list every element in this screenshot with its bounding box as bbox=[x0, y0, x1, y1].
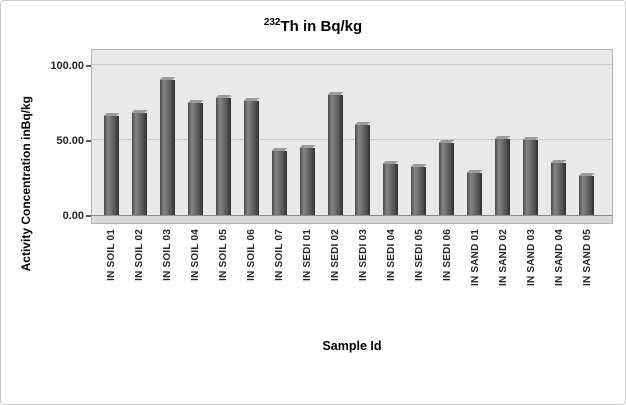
x-label-slot: IN SEDI 04 bbox=[377, 229, 405, 331]
x-category-label: IN SOIL 04 bbox=[189, 229, 201, 281]
x-label-slot: IN SOIL 05 bbox=[209, 229, 237, 331]
bar-slot bbox=[516, 140, 544, 215]
bar bbox=[160, 80, 176, 215]
x-label-slot: IN SOIL 01 bbox=[97, 229, 125, 331]
bar bbox=[243, 101, 259, 215]
plot-stack: IN SOIL 01 IN SOIL 02 IN SOIL 03 IN SOIL 04… bbox=[91, 49, 613, 353]
bar-slot bbox=[98, 116, 126, 215]
bar bbox=[550, 162, 566, 215]
x-label-slot: IN SAND 02 bbox=[489, 229, 517, 331]
x-category-label: IN SOIL 05 bbox=[217, 229, 229, 281]
bars-row bbox=[98, 50, 600, 215]
gridline-100 bbox=[92, 64, 612, 65]
bar-slot bbox=[488, 138, 516, 215]
x-label-slot: IN SOIL 04 bbox=[181, 229, 209, 331]
y-tick-mark bbox=[86, 215, 91, 217]
x-category-label: IN SEDI 05 bbox=[413, 229, 425, 282]
y-tick-label: 50.00 bbox=[56, 135, 84, 147]
x-category-label: IN SOIL 03 bbox=[161, 229, 173, 281]
x-label-slot: IN SOIL 03 bbox=[153, 229, 181, 331]
x-category-label: IN SAND 05 bbox=[581, 229, 593, 287]
bar bbox=[216, 98, 231, 215]
x-category-label: IN SEDI 03 bbox=[357, 229, 369, 282]
y-tick-mark bbox=[86, 140, 91, 142]
x-category-label: IN SOIL 02 bbox=[133, 229, 145, 281]
bar-slot bbox=[154, 80, 182, 215]
x-category-label: IN SAND 02 bbox=[497, 229, 509, 287]
x-axis-title: Sample Id bbox=[322, 339, 382, 353]
x-label-slot: IN SEDI 03 bbox=[349, 229, 377, 331]
bar-slot bbox=[293, 147, 321, 215]
bar-slot bbox=[433, 143, 461, 215]
x-category-label: IN SAND 01 bbox=[469, 229, 481, 287]
bar bbox=[494, 138, 510, 215]
x-category-label: IN SOIL 07 bbox=[273, 229, 285, 281]
bar bbox=[439, 143, 455, 215]
bar-slot bbox=[237, 101, 265, 215]
plot-area bbox=[91, 49, 613, 216]
bar bbox=[411, 167, 427, 215]
x-label-slot: IN SAND 03 bbox=[517, 229, 545, 331]
y-tick: 0.00 bbox=[63, 208, 91, 224]
plot-floor bbox=[91, 216, 613, 224]
bar bbox=[299, 147, 315, 215]
plot-inner: 0.00 50.00 100.00 IN SOIL 01 IN SOIL 02 IN S… bbox=[39, 49, 613, 353]
y-tick-label: 100.00 bbox=[50, 60, 84, 72]
x-label-slot: IN SEDI 05 bbox=[405, 229, 433, 331]
title-text: Th in Bq/kg bbox=[280, 18, 363, 35]
bar-slot bbox=[405, 167, 433, 215]
y-axis-ticks: 0.00 50.00 100.00 bbox=[39, 49, 91, 222]
x-label-slot: IN SEDI 02 bbox=[321, 229, 349, 331]
bar bbox=[467, 173, 483, 215]
x-category-label: IN SEDI 06 bbox=[441, 229, 453, 282]
x-label-slot: IN SEDI 01 bbox=[293, 229, 321, 331]
bar bbox=[327, 95, 343, 215]
chart-body: Activity Concentration inBq/kg 0.00 50.00… bbox=[13, 49, 613, 353]
x-label-slot: IN SOIL 07 bbox=[265, 229, 293, 331]
y-axis-title: Activity Concentration inBq/kg bbox=[19, 96, 33, 272]
bar-slot bbox=[265, 150, 293, 215]
bar bbox=[271, 150, 287, 215]
bar bbox=[383, 164, 399, 215]
y-tick: 100.00 bbox=[50, 58, 91, 74]
x-label-slot: IN SAND 01 bbox=[461, 229, 489, 331]
bar bbox=[578, 176, 594, 215]
y-tick-mark bbox=[86, 65, 91, 67]
x-label-slot: IN SOIL 06 bbox=[237, 229, 265, 331]
x-category-label: IN SOIL 06 bbox=[245, 229, 257, 281]
bar bbox=[132, 113, 148, 215]
chart-title: 232Th in Bq/kg bbox=[13, 17, 613, 35]
bar-slot bbox=[544, 162, 572, 215]
x-label-slot: IN SAND 04 bbox=[545, 229, 573, 331]
x-category-label: IN SEDI 02 bbox=[329, 229, 341, 282]
x-category-label: IN SEDI 01 bbox=[301, 229, 313, 282]
bar bbox=[355, 125, 371, 215]
gridline-50 bbox=[92, 139, 612, 140]
x-category-label: IN SOIL 01 bbox=[105, 229, 117, 281]
bar-slot bbox=[572, 176, 600, 215]
x-axis-labels: IN SOIL 01 IN SOIL 02 IN SOIL 03 IN SOIL 04… bbox=[91, 224, 613, 331]
bar-slot bbox=[182, 102, 210, 215]
bar-slot bbox=[461, 173, 489, 215]
bar-slot bbox=[210, 98, 238, 215]
bar-slot bbox=[126, 113, 154, 215]
bar-slot bbox=[349, 125, 377, 215]
y-axis-title-container: Activity Concentration inBq/kg bbox=[13, 49, 39, 319]
x-category-label: IN SEDI 04 bbox=[385, 229, 397, 282]
x-category-label: IN SAND 04 bbox=[553, 229, 565, 287]
x-label-slot: IN SEDI 06 bbox=[433, 229, 461, 331]
bar-slot bbox=[321, 95, 349, 215]
y-tick: 50.00 bbox=[56, 133, 91, 149]
y-tick-label: 0.00 bbox=[62, 210, 84, 222]
title-superscript: 232 bbox=[263, 17, 281, 28]
bar bbox=[522, 140, 538, 215]
x-category-label: IN SAND 03 bbox=[525, 229, 537, 287]
bar-slot bbox=[377, 164, 405, 215]
x-label-slot: IN SAND 05 bbox=[573, 229, 601, 331]
bar bbox=[188, 102, 204, 215]
x-label-slot: IN SOIL 02 bbox=[125, 229, 153, 331]
bar bbox=[104, 116, 120, 215]
